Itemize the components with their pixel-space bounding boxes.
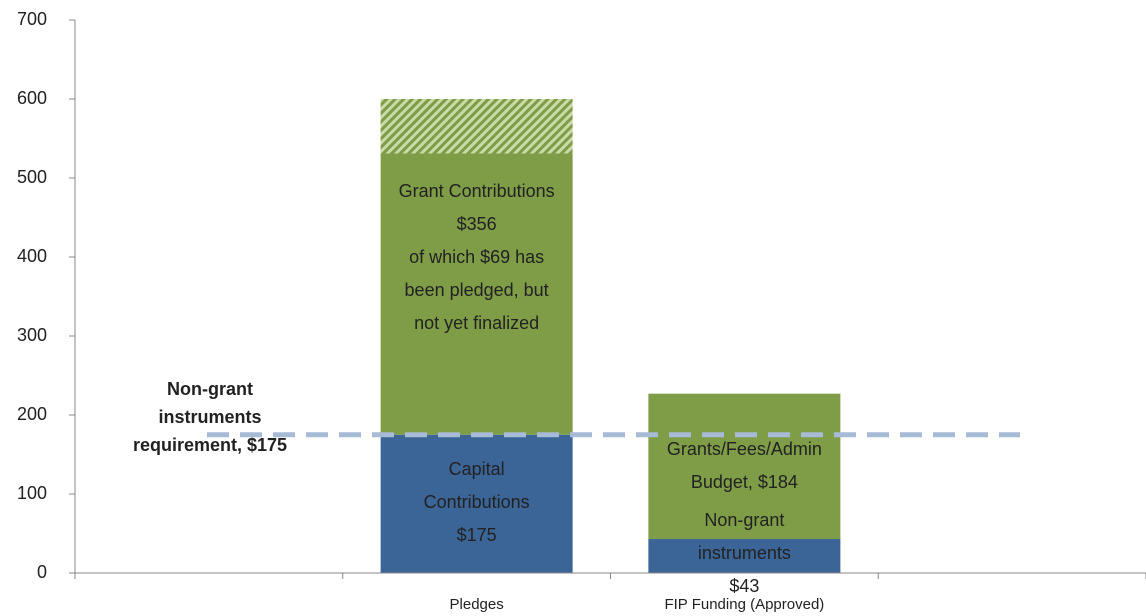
- x-tick-label: Pledges: [450, 596, 504, 613]
- data-label: not yet finalized: [414, 313, 539, 333]
- data-label: Budget, $184: [691, 472, 798, 492]
- data-label: $175: [457, 525, 497, 545]
- data-label: Grant Contributions: [399, 181, 555, 201]
- bar-segment: [648, 539, 841, 573]
- y-tick-label: 0: [37, 562, 47, 582]
- data-label: instruments: [698, 543, 791, 563]
- bar-segment: [380, 99, 573, 154]
- y-tick-label: 200: [17, 404, 47, 424]
- data-label: Contributions: [424, 492, 530, 512]
- bar-segment: [648, 393, 841, 540]
- data-label: $356: [457, 214, 497, 234]
- data-label: $43: [729, 576, 759, 596]
- y-tick-label: 600: [17, 88, 47, 108]
- data-label: of which $69 has: [409, 247, 544, 267]
- data-label: Grants/Fees/Admin: [667, 439, 822, 459]
- x-tick-label: FIP Funding (Approved): [664, 596, 824, 613]
- reference-label: requirement, $175: [133, 435, 287, 455]
- y-tick-label: 700: [17, 9, 47, 29]
- data-label: Non-grant: [704, 510, 784, 530]
- y-tick-label: 400: [17, 246, 47, 266]
- bar-segment: [380, 153, 573, 435]
- y-tick-label: 500: [17, 167, 47, 187]
- reference-label: instruments: [158, 407, 261, 427]
- y-tick-label: 100: [17, 483, 47, 503]
- reference-label: Non-grant: [167, 379, 253, 399]
- data-label: been pledged, but: [405, 280, 549, 300]
- y-tick-label: 300: [17, 325, 47, 345]
- bar-segment: [380, 434, 573, 573]
- data-label: Capital: [449, 459, 505, 479]
